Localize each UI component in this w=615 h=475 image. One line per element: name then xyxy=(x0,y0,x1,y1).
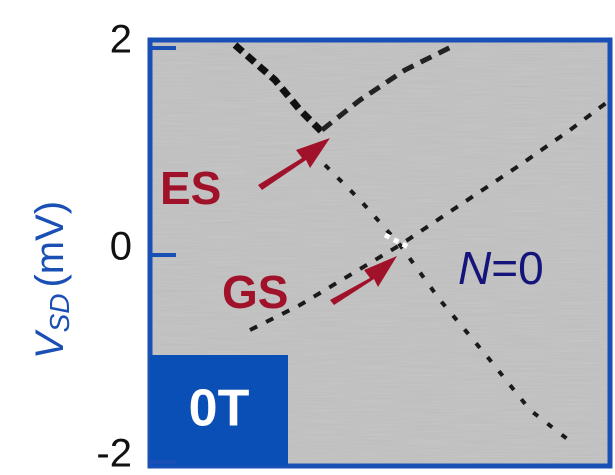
es-arrow xyxy=(258,138,330,190)
charge-label: N=0 xyxy=(458,242,544,294)
y-label-symbol: V xyxy=(28,329,72,359)
y-label-subscript: SD xyxy=(44,294,75,333)
field-box xyxy=(150,355,288,466)
y-tick-label: 0 xyxy=(110,225,132,269)
field-label: 0T xyxy=(189,380,250,438)
y-label-unit: (mV) xyxy=(28,201,72,288)
y-tick-label: 2 xyxy=(110,18,132,62)
es-left-branch xyxy=(232,42,325,135)
es-right-branch xyxy=(320,42,457,132)
transition-lines xyxy=(232,42,610,447)
gs-up-branch xyxy=(249,98,610,332)
gs-label: GS xyxy=(222,266,288,318)
gs-arrow xyxy=(330,256,397,305)
y-tick-label: -2 xyxy=(96,432,132,475)
highlight xyxy=(383,232,412,251)
charge-symbol: N xyxy=(458,242,492,294)
es-label: ES xyxy=(160,162,221,214)
charge-value: =0 xyxy=(491,242,543,294)
y-axis-label: VSD (mV) xyxy=(28,201,76,359)
